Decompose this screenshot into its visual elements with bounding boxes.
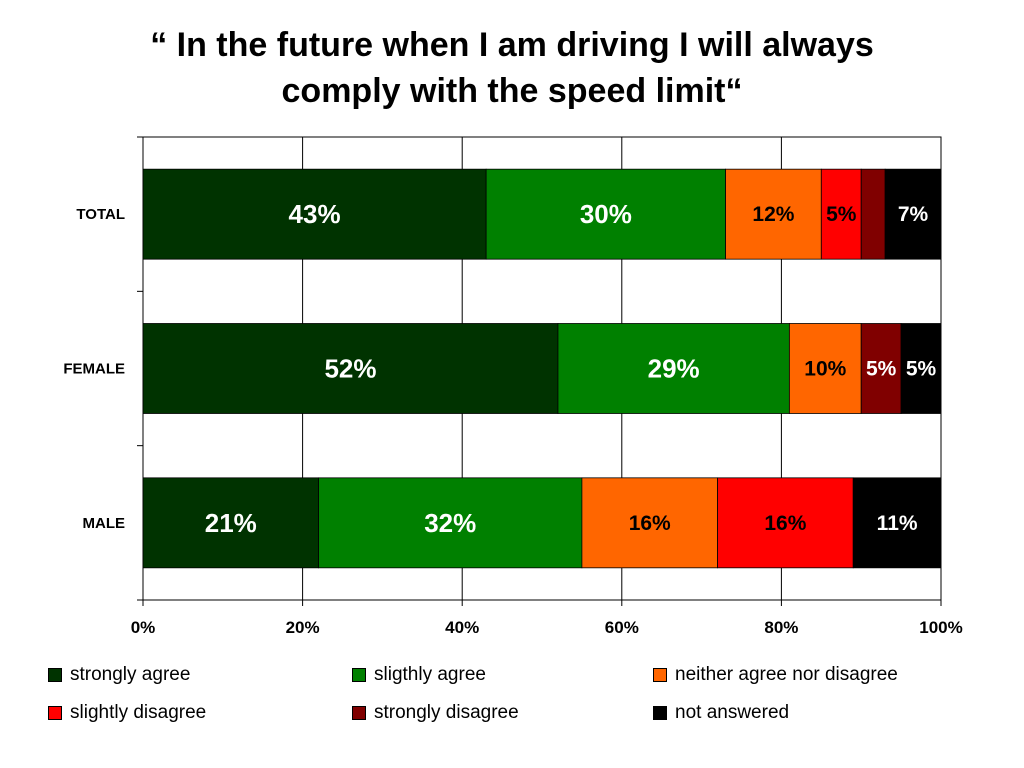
bar-segment (900, 323, 942, 414)
legend-item: strongly disagree (352, 702, 519, 724)
legend-swatch (48, 706, 62, 720)
bar-segment (860, 168, 886, 260)
bar-segment (318, 477, 583, 569)
legend-item: neither agree nor disagree (653, 664, 898, 686)
legend-label: not answered (675, 702, 790, 723)
data-label: 7% (898, 203, 929, 226)
data-label: 5% (826, 203, 857, 226)
data-label: 5% (906, 358, 937, 381)
bar-segment (142, 323, 559, 414)
legend-label: neither agree nor disagree (675, 664, 898, 685)
legend-label: sligthly agree (374, 664, 486, 685)
data-label: 29% (648, 354, 700, 384)
legend-item: strongly agree (48, 664, 190, 686)
legend-label: strongly agree (70, 664, 191, 685)
stacked-bar-chart: 0% 20% 40% 60% 80% 100% TOTAL 43% 30% 12% 5% 7% FEMA… (63, 136, 963, 637)
x-tick-label: 100% (919, 618, 962, 637)
bar-segment (142, 168, 487, 260)
data-label: 21% (205, 508, 257, 538)
legend-swatch (352, 668, 366, 682)
legend-item: slightly disagree (48, 702, 206, 724)
category-label: TOTAL (76, 206, 125, 223)
bar-segment (142, 477, 319, 569)
data-label: 11% (877, 512, 918, 535)
bar-segment (725, 168, 822, 260)
legend-label: strongly disagree (374, 702, 519, 723)
data-label: 16% (629, 512, 671, 535)
data-label: 16% (764, 512, 806, 535)
data-label: 5% (866, 358, 897, 381)
legend-swatch (48, 668, 62, 682)
bar-segment (860, 323, 902, 414)
bar-segment (852, 477, 942, 569)
data-label: 30% (580, 199, 632, 229)
chart-title-line-2: comply with the speed limit“ (281, 72, 743, 110)
data-label: 32% (424, 508, 476, 538)
bar-segment (581, 477, 718, 569)
data-label: 10% (804, 358, 846, 381)
legend-swatch (653, 668, 667, 682)
bar-segment (557, 323, 790, 414)
x-tick-label: 60% (605, 618, 639, 637)
legend-swatch (352, 706, 366, 720)
data-label: 43% (289, 199, 341, 229)
legend-item: not answered (653, 702, 789, 724)
bar-segment (788, 323, 862, 414)
bar-segment (717, 477, 854, 569)
x-tick-label: 20% (286, 618, 320, 637)
category-label: MALE (83, 515, 126, 532)
x-tick-label: 80% (764, 618, 798, 637)
bar-segment (820, 168, 862, 260)
category-label: FEMALE (63, 361, 125, 378)
bar-segment (485, 168, 726, 260)
chart-title-line-1: “ In the future when I am driving I will… (150, 26, 874, 64)
chart-title: “ In the future when I am driving I will… (0, 22, 1024, 114)
data-label: 52% (324, 354, 376, 384)
data-label: 12% (752, 203, 794, 226)
x-tick-label: 40% (445, 618, 479, 637)
legend-swatch (653, 706, 667, 720)
bar-segment (884, 168, 942, 260)
x-tick-label: 0% (131, 618, 156, 637)
legend-item: sligthly agree (352, 664, 486, 686)
chart-legend: strongly agree sligthly agree neither agre… (48, 662, 1008, 742)
legend-label: slightly disagree (70, 702, 207, 723)
